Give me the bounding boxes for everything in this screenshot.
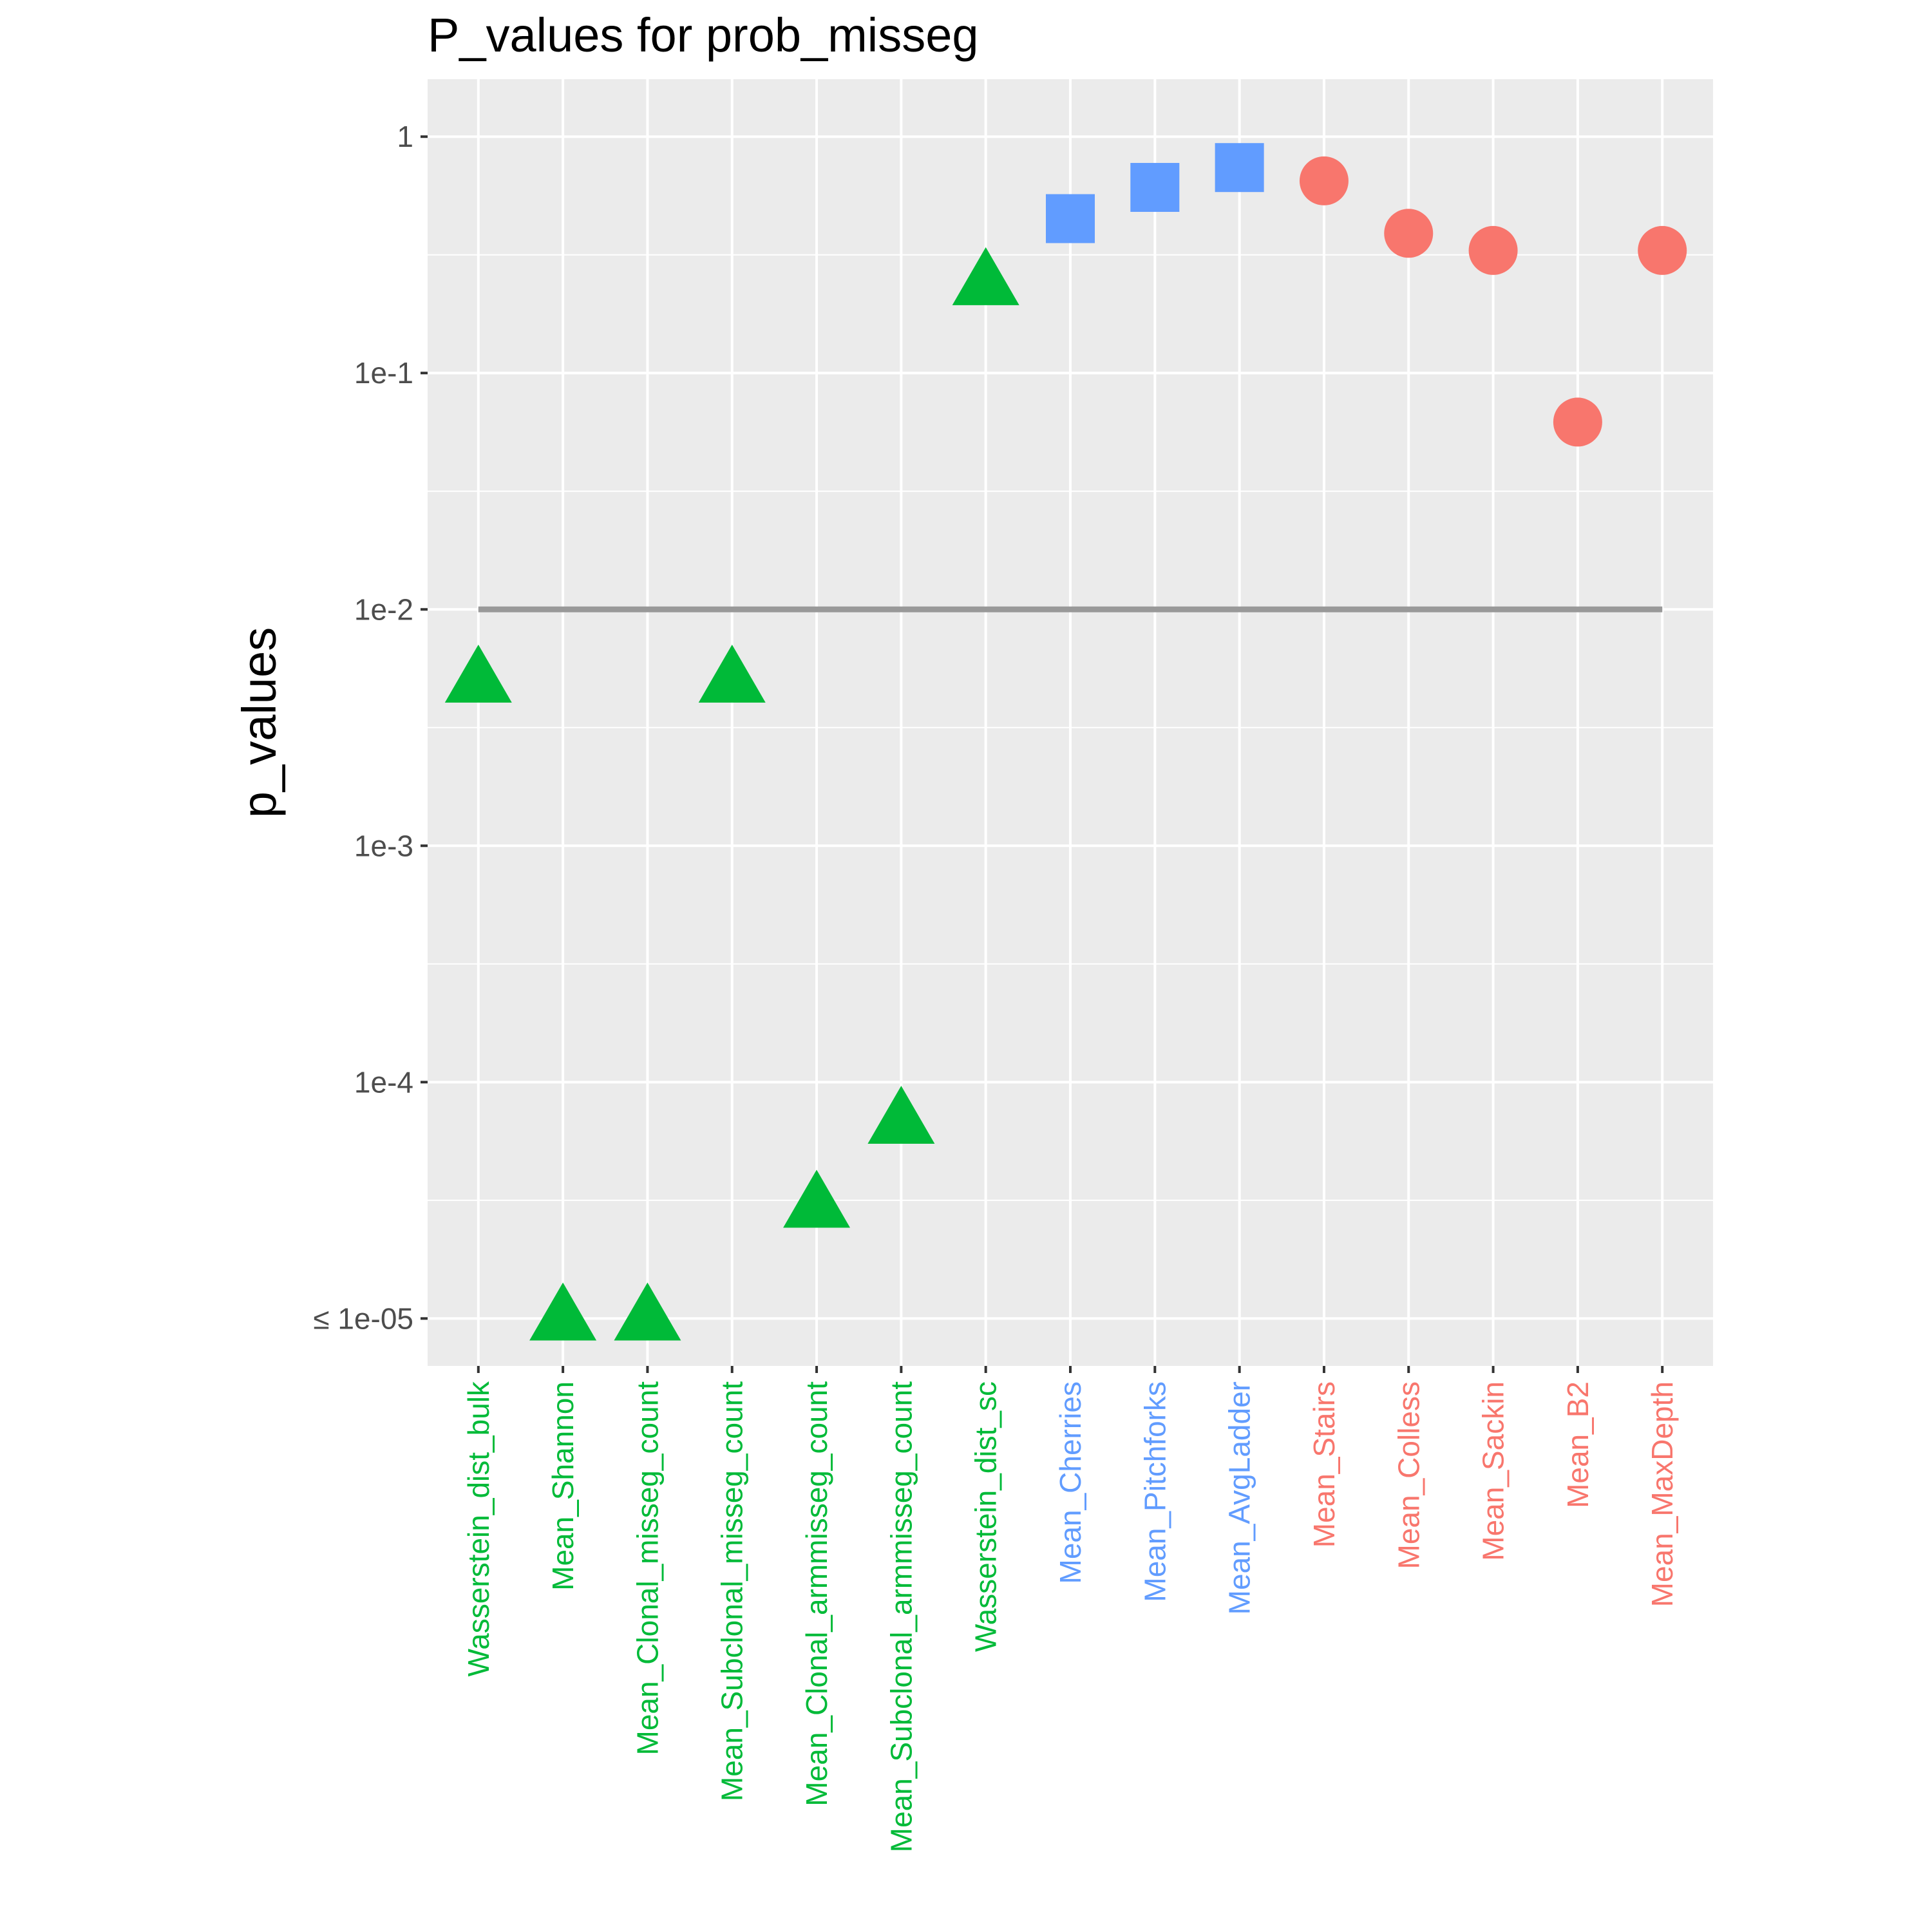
x-tick-label: Mean_Clonal_misseg_count (630, 1381, 664, 1756)
data-point-circle (1553, 397, 1602, 447)
x-tick-label: Wasserstein_dist_bulk (462, 1381, 495, 1676)
points-layer (444, 143, 1687, 1341)
data-point-triangle (529, 1282, 597, 1341)
data-point-circle (1468, 225, 1518, 275)
x-tick-label: Mean_Clonal_armmisseg_count (800, 1381, 833, 1806)
x-axis: Wasserstein_dist_bulk Mean_Shannon Mean_Cl… (462, 1366, 1679, 1852)
y-axis-label: p_values (232, 627, 286, 818)
data-point-square (1130, 162, 1180, 212)
x-tick-label: Mean_Colless (1392, 1381, 1425, 1569)
y-tick-label: 1e-2 (354, 592, 413, 626)
x-tick-label: Mean_Pitchforks (1138, 1381, 1171, 1602)
x-tick-label: Mean_Cherries (1054, 1381, 1087, 1584)
x-tick-label: Mean_Shannon (546, 1381, 580, 1591)
data-point-triangle (444, 644, 512, 703)
x-tick-label: Mean_Sackin (1477, 1381, 1510, 1561)
y-tick-label: ≤ 1e-05 (313, 1302, 413, 1335)
y-axis: 1 1e-1 1e-2 1e-3 1e-4 ≤ 1e-05 (313, 120, 428, 1335)
x-tick-label: Mean_B2 (1561, 1381, 1595, 1508)
chart-title: P_values for prob_misseg (428, 8, 979, 62)
data-point-triangle (952, 247, 1019, 305)
x-tick-label: Mean_Stairs (1307, 1381, 1341, 1548)
y-tick-label: 1e-3 (354, 829, 413, 862)
x-tick-label: Mean_Subclonal_misseg_count (715, 1381, 749, 1801)
major-gridlines (428, 79, 1713, 1366)
data-point-square (1215, 143, 1264, 193)
x-tick-label: Mean_AvgLadder (1223, 1381, 1256, 1615)
data-point-circle (1299, 156, 1349, 205)
y-tick-label: 1e-1 (354, 356, 413, 390)
x-tick-label: Wasserstein_dist_sc (969, 1381, 1003, 1652)
data-point-triangle (783, 1170, 851, 1228)
data-point-circle (1384, 209, 1434, 258)
y-tick-label: 1e-4 (354, 1065, 413, 1099)
data-point-square (1046, 194, 1095, 243)
data-point-triangle (614, 1282, 681, 1341)
x-tick-label: Mean_Subclonal_armmisseg_count (884, 1381, 918, 1853)
y-tick-label: 1 (397, 120, 413, 153)
x-tick-label: Mean_MaxDepth (1645, 1381, 1679, 1607)
data-point-triangle (698, 644, 766, 703)
data-point-circle (1638, 225, 1687, 275)
data-point-triangle (867, 1085, 935, 1144)
